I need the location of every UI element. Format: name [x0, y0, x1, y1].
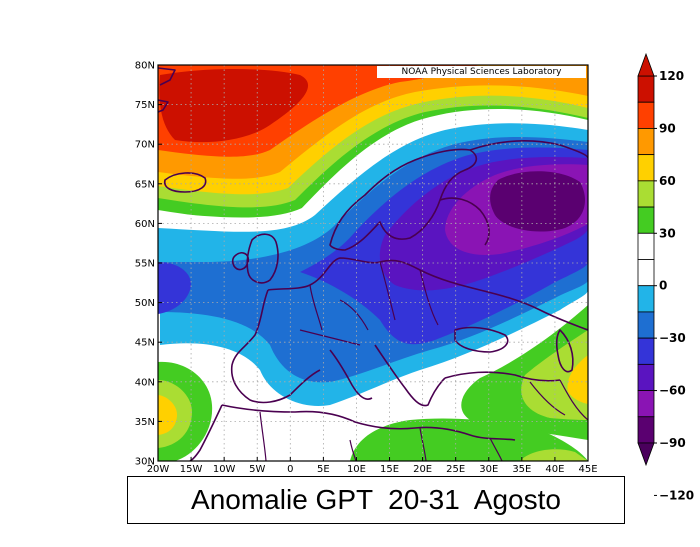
colorbar-band: [637, 206, 655, 234]
lat-tick-label: 45N: [135, 338, 155, 349]
colorbar-band: [637, 101, 655, 129]
lon-tick-label: 5E: [317, 464, 330, 475]
lat-tick-label: 60N: [135, 219, 155, 230]
lon-tick-label: 30E: [479, 464, 498, 475]
trough-indigo-west: [158, 262, 191, 314]
south-gold-east: [567, 355, 588, 404]
colorbar-label: −60: [659, 384, 686, 398]
colorbar-bottom-arrow: [637, 442, 655, 467]
colorbar-label: 60: [659, 174, 676, 188]
neutral-band: [158, 108, 588, 237]
title-box: Anomalie GPT 20-31 Agosto: [127, 476, 625, 524]
colorbar: 120 90 60 30 0 −30 −60 −90 −120: [637, 52, 694, 502]
lon-tick-label: 35E: [512, 464, 531, 475]
anomaly-fill-layer: [158, 65, 588, 461]
colorbar-band: [637, 128, 655, 156]
south-gold-west: [158, 395, 178, 435]
lon-tick-label: 15W: [180, 464, 203, 475]
lon-tick-label: 25E: [446, 464, 465, 475]
colorbar-band: [637, 390, 655, 418]
ridge-dark-red: [159, 68, 309, 143]
lon-tick-label: 15E: [380, 464, 399, 475]
coastlines: [158, 67, 588, 461]
graticule: [158, 65, 588, 461]
lat-tick-label: 40N: [135, 377, 155, 388]
lat-tick-label: 75N: [135, 100, 155, 111]
lon-tick-label: 20W: [147, 464, 170, 475]
colorbar-band: [637, 416, 655, 444]
lon-tick-label: 40E: [545, 464, 564, 475]
colorbar-band: [637, 259, 655, 287]
colorbar-label: 0: [659, 279, 667, 293]
colorbar-band: [637, 337, 655, 365]
lat-tick-label: 30N: [135, 457, 155, 468]
lat-tick-label: 35N: [135, 417, 155, 428]
colorbar-label: −30: [659, 331, 686, 345]
colorbar-band: [637, 363, 655, 391]
colorbar-top-arrow: [637, 52, 655, 77]
lat-tick-label: 65N: [135, 179, 155, 190]
lon-tick-label: 0: [287, 464, 293, 475]
colorbar-band: [637, 311, 655, 339]
colorbar-band: [637, 75, 655, 103]
colorbar-band: [637, 285, 655, 313]
colorbar-label: −90: [659, 436, 686, 450]
lon-tick-label: 10W: [213, 464, 236, 475]
lat-tick-label: 80N: [135, 61, 155, 72]
colorbar-label: −120: [659, 488, 694, 502]
lat-tick-label: 70N: [135, 140, 155, 151]
colorbar-band: [637, 180, 655, 208]
lon-tick-label: 10E: [347, 464, 366, 475]
lon-tick-label: 20E: [413, 464, 432, 475]
colorbar-label: 120: [659, 69, 684, 83]
lon-tick-label: 5W: [249, 464, 265, 475]
colorbar-label: 30: [659, 226, 676, 240]
colorbar-band: [637, 232, 655, 260]
latitude-tick-labels: 80N 75N 70N 65N 60N 55N 50N 45N 40N 35N 30N: [135, 61, 162, 468]
trough-core: [490, 171, 585, 232]
map-title: Anomalie GPT 20-31 Agosto: [191, 484, 561, 515]
colorbar-band: [637, 154, 655, 182]
longitude-tick-labels: 20W 15W 10W 5W 0 5E 10E 15E 20E 25E 30E 35E 40E 45E: [147, 457, 598, 475]
lat-tick-label: 55N: [135, 259, 155, 270]
lat-tick-label: 50N: [135, 298, 155, 309]
colorbar-label: 90: [659, 121, 676, 135]
lon-tick-label: 45E: [578, 464, 597, 475]
south-yellow-center: [520, 449, 588, 461]
data-source-credit: NOAA Physical Sciences Laboratory: [377, 66, 586, 78]
